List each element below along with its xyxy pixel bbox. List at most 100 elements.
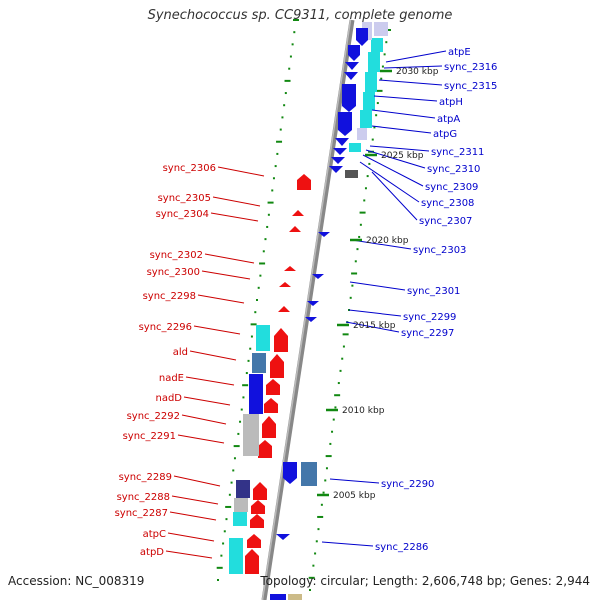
leader-line-sync_2301: [350, 282, 405, 290]
gene-arrow-sync_2290: [283, 462, 297, 484]
leader-line-sync_2291: [178, 435, 224, 443]
gene-label-atpD: atpD: [140, 547, 164, 558]
gene-arrow-atpG: [335, 138, 349, 146]
gene-arrow-ald: [270, 354, 284, 378]
gene-arrow-nadD: [264, 398, 278, 413]
gene-label-sync_2300: sync_2300: [147, 267, 200, 278]
gene-label-sync_2299: sync_2299: [403, 312, 456, 323]
leader-line-sync_2299: [349, 310, 401, 316]
leader-line-nadE: [186, 377, 234, 385]
gene-label-sync_2303: sync_2303: [413, 245, 466, 256]
gene-arrow-atpH: [342, 84, 356, 112]
gene-label-sync_2290: sync_2290: [381, 479, 434, 490]
reverse-gene-labels: atpE sync_2316 sync_2315 atpH atpA atpG sync_2…: [375, 47, 497, 553]
gene-label-nadD: nadD: [155, 393, 182, 404]
gene-label-sync_2305: sync_2305: [158, 193, 211, 204]
gene-label-atpA: atpA: [437, 114, 460, 125]
block-sync_2290: [301, 462, 317, 486]
leader-line-sync_2289: [174, 476, 220, 486]
leader-line-sync_2288: [172, 496, 218, 504]
gene-arrow-atpD: [245, 549, 259, 574]
gene-arrow-sync_2291: [258, 440, 272, 458]
scale-label: 2030 kbp: [396, 67, 439, 77]
gene-label-atpG: atpG: [433, 129, 457, 140]
scale-label: 2010 kbp: [342, 406, 385, 416]
leader-line-atpG: [372, 126, 431, 133]
gene-label-sync_2306: sync_2306: [163, 163, 216, 174]
gene-label-sync_2291: sync_2291: [123, 431, 176, 442]
gene-arrow-sync_2316: [348, 45, 360, 61]
leader-line-sync_2286: [322, 542, 373, 546]
gene-label-sync_2307: sync_2307: [419, 216, 472, 227]
leader-line-sync_2298: [198, 295, 244, 303]
leader-line-atpC: [168, 533, 214, 541]
gene-arrow-sync_2311: [333, 148, 347, 155]
leader-line-sync_2304: [211, 213, 258, 221]
gene-arrow-sync_2315b: [344, 72, 358, 80]
scale-label: 2020 kbp: [366, 236, 409, 246]
gene-label-sync_2296: sync_2296: [139, 322, 192, 333]
leader-line-sync_2296: [194, 326, 240, 334]
reverse-gene-arrows: [276, 28, 368, 540]
leader-line-sync_2292: [182, 415, 226, 424]
gene-label-sync_2288: sync_2288: [117, 492, 170, 503]
gene-label-sync_2310: sync_2310: [427, 164, 480, 175]
leader-line-nadD: [184, 397, 230, 405]
scale-label: 2005 kbp: [333, 491, 376, 501]
forward-gene-labels: sync_2306 sync_2305 sync_2304 sync_2302sync…: [115, 163, 216, 558]
genome-backbone: [264, 20, 352, 600]
leader-line-ald: [190, 351, 236, 360]
gene-arrow-sync_2292: [262, 416, 276, 438]
topology-text: Topology: circular; Length: 2,606,748 bp…: [260, 574, 590, 588]
gene-label-sync_2308: sync_2308: [421, 198, 474, 209]
leader-line-sync_2305: [213, 197, 260, 206]
gene-label-sync_2315: sync_2315: [444, 81, 497, 92]
gene-label-sync_2301: sync_2301: [407, 286, 460, 297]
scale-label: 2025 kbp: [381, 151, 424, 161]
leader-line-sync_2302: [205, 254, 254, 263]
gene-label-sync_2311: sync_2311: [431, 147, 484, 158]
gene-label-nadE: nadE: [159, 373, 184, 384]
leader-line-sync_2315: [379, 80, 442, 85]
leader-line-atpA: [372, 110, 435, 118]
genome-backbone-highlight: [263, 20, 351, 600]
gene-label-sync_2292: sync_2292: [127, 411, 180, 422]
gene-label-ald: ald: [173, 347, 188, 358]
leader-line-sync_2300: [202, 271, 250, 279]
gene-label-sync_2298: sync_2298: [143, 291, 196, 302]
leader-line-sync_2290: [330, 479, 379, 483]
leader-line-sync_2287: [170, 512, 216, 520]
gene-label-sync_2289: sync_2289: [119, 472, 172, 483]
gene-label-atpH: atpH: [439, 97, 463, 108]
gene-arrow-sync_2296: [274, 328, 288, 352]
gene-label-sync_2309: sync_2309: [425, 182, 478, 193]
gene-label-sync_2304: sync_2304: [156, 209, 209, 220]
gene-arrow-sync_2286: [276, 534, 290, 540]
gene-label-sync_2286: sync_2286: [375, 542, 428, 553]
gene-arrow-sync_2304: [289, 226, 301, 232]
leader-line-atpD: [166, 551, 212, 558]
gene-arrow-nadE: [266, 379, 280, 395]
gene-arrow-sync_2305: [292, 210, 304, 216]
accession-text: Accession: NC_008319: [8, 574, 144, 588]
gene-label-atpC: atpC: [143, 529, 166, 540]
gene-arrow-sync_2288: [251, 500, 265, 514]
gene-arrow-atpE: [356, 28, 368, 46]
gene-arrow-atpA: [338, 112, 352, 136]
leader-line-atpH: [374, 96, 437, 101]
gene-arrow-sync_2298: [279, 282, 291, 287]
scale-label: 2015 kbp: [353, 321, 396, 331]
gene-label-sync_2316: sync_2316: [444, 62, 497, 73]
gene-arrow-sync_2306: [297, 174, 311, 190]
leader-line-sync_2308: [360, 162, 419, 202]
gene-arrow-sync_2297f: [278, 306, 290, 312]
gene-label-sync_2302: sync_2302: [150, 250, 203, 261]
gene-label-sync_2287: sync_2287: [115, 508, 168, 519]
gene-arrow-sync_2300: [284, 266, 296, 271]
gene-arrow-sync_2289: [253, 482, 267, 500]
leader-line-sync_2306: [218, 167, 264, 176]
gene-label-atpE: atpE: [448, 47, 471, 58]
leader-line-atpE: [386, 51, 446, 62]
gene-arrow-atpC: [247, 534, 261, 548]
genome-map: 2030 kbp 2025 kbp 2020 kbp 2015 kbp 2010 kbp…: [0, 0, 600, 600]
